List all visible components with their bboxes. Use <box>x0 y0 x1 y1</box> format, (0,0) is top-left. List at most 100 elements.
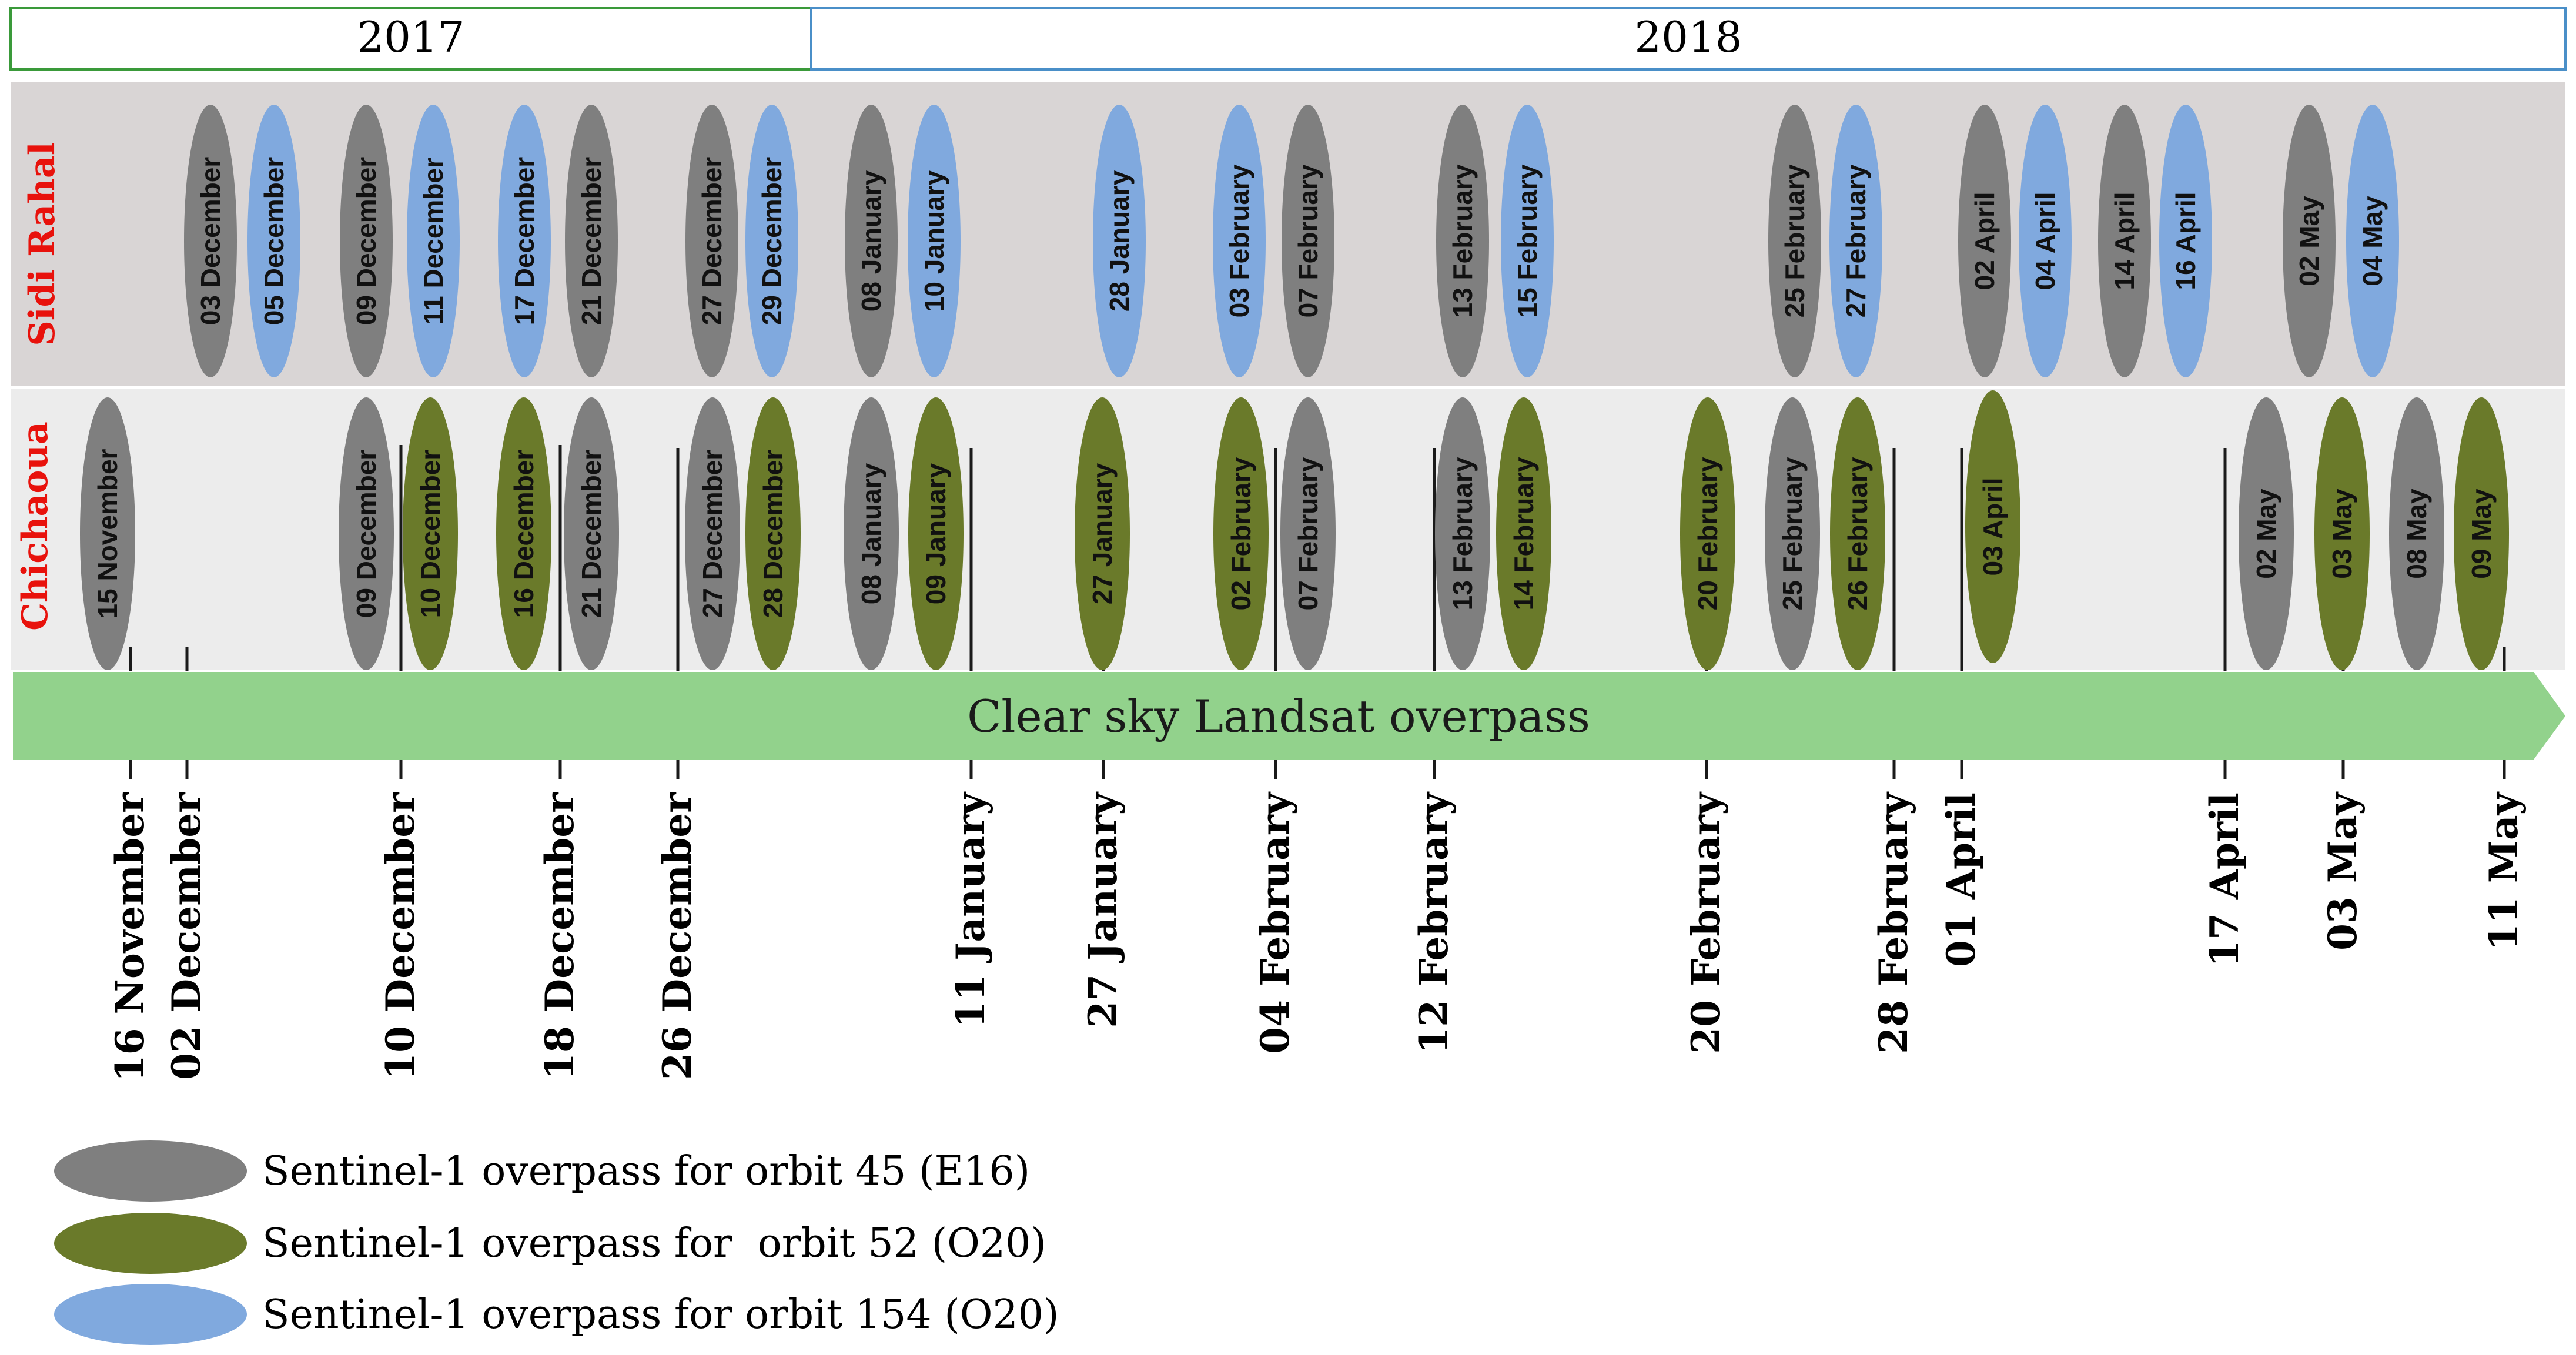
year-box-2017 <box>9 7 812 71</box>
overpass-label-chichaoua-27-january: 27 January <box>1087 463 1118 604</box>
overpass-label-chichaoua-07-february: 07 February <box>1293 457 1323 610</box>
overpass-chichaoua-03-may <box>2314 397 2370 670</box>
landsat-date-labels: 16 November 02 December 10 December 18 Dece… <box>107 791 2527 1082</box>
overpass-chichaoua-08-may <box>2389 397 2444 670</box>
overpass-chichaoua-15-november <box>80 397 135 670</box>
landsat-date-17-april: 17 April <box>2202 792 2247 967</box>
overpass-sidi-rahal-21-december <box>565 105 618 377</box>
overpass-label-chichaoua-16-december: 16 December <box>508 450 539 618</box>
overpass-chichaoua-02-february <box>1213 397 1269 670</box>
legend-swatch-orbit-154 <box>54 1284 247 1345</box>
overpass-label-sidi-rahal-03-december: 03 December <box>195 157 226 325</box>
landsat-date-26-december: 26 December <box>654 792 700 1080</box>
overpass-sidi-rahal-09-december <box>340 105 393 377</box>
overpass-label-sidi-rahal-25-february: 25 February <box>1779 164 1810 317</box>
overpass-label-chichaoua-03-may: 03 May <box>2327 489 2357 579</box>
overpass-label-sidi-rahal-04-may: 04 May <box>2357 196 2388 286</box>
overpass-label-chichaoua-02-may: 02 May <box>2251 489 2281 579</box>
overpass-label-sidi-rahal-21-december: 21 December <box>576 157 607 325</box>
chichaoua-overpasses: 15 November 09 December 10 December 16 Dece… <box>80 390 2509 670</box>
overpass-sidi-rahal-10-january <box>908 105 961 377</box>
overpass-chichaoua-21-december <box>564 397 619 670</box>
overpass-label-sidi-rahal-28-january: 28 January <box>1104 170 1135 312</box>
overpass-label-sidi-rahal-15-february: 15 February <box>1512 164 1543 317</box>
landsat-date-16-november: 16 November <box>107 792 153 1082</box>
overpass-label-chichaoua-08-may: 08 May <box>2401 489 2432 579</box>
overpass-label-chichaoua-02-february: 02 February <box>1226 457 1256 610</box>
landsat-date-28-february: 28 February <box>1871 791 1916 1054</box>
year-label-2017: 2017 <box>357 12 464 62</box>
overpass-chichaoua-27-december <box>685 397 740 670</box>
overpass-label-chichaoua-09-december: 09 December <box>351 450 382 618</box>
overpass-chichaoua-28-december <box>745 397 801 670</box>
overpass-label-sidi-rahal-09-december: 09 December <box>351 157 382 325</box>
overpass-sidi-rahal-15-february <box>1501 105 1554 377</box>
overpass-sidi-rahal-02-april <box>1958 105 2011 377</box>
overpass-sidi-rahal-25-february <box>1768 105 1821 377</box>
overpass-sidi-rahal-04-may <box>2346 105 2399 377</box>
year-header: 2017 2018 <box>9 7 2567 71</box>
overpass-label-chichaoua-08-january: 08 January <box>856 463 886 604</box>
overpass-label-sidi-rahal-10-january: 10 January <box>919 170 949 312</box>
overpass-label-sidi-rahal-27-december: 27 December <box>697 157 727 325</box>
sidi-rahal-overpasses: 03 December 05 December 09 December 11 Dece… <box>184 105 2399 377</box>
landsat-arrow-label: Clear sky Landsat overpass <box>967 690 1590 742</box>
overpass-label-sidi-rahal-17-december: 17 December <box>509 157 540 325</box>
overpass-label-chichaoua-25-february: 25 February <box>1777 457 1808 610</box>
overpass-sidi-rahal-11-december <box>407 105 460 377</box>
overpass-chichaoua-10-december <box>403 397 458 670</box>
overpass-label-sidi-rahal-03-february: 03 February <box>1224 164 1254 317</box>
overpass-chichaoua-03-april <box>1965 390 2020 663</box>
overpass-sidi-rahal-16-april <box>2159 105 2212 377</box>
overpass-chichaoua-09-january <box>908 397 964 670</box>
overpass-label-sidi-rahal-13-february: 13 February <box>1447 164 1478 317</box>
overpass-chichaoua-09-december <box>339 397 394 670</box>
landsat-date-20-february: 20 February <box>1683 791 1729 1054</box>
overpass-label-chichaoua-10-december: 10 December <box>415 450 446 618</box>
overpass-sidi-rahal-28-january <box>1093 105 1146 377</box>
overpass-chichaoua-20-february <box>1680 397 1735 670</box>
overpass-label-chichaoua-15-november: 15 November <box>92 449 123 618</box>
landsat-date-27-january: 27 January <box>1080 791 1126 1028</box>
overpass-label-chichaoua-03-april: 03 April <box>1978 477 2008 576</box>
overpass-sidi-rahal-14-april <box>2098 105 2151 377</box>
overpass-sidi-rahal-29-december <box>745 105 798 377</box>
overpass-chichaoua-02-may <box>2239 397 2294 670</box>
overpass-sidi-rahal-03-february <box>1213 105 1266 377</box>
overpass-chichaoua-13-february <box>1435 397 1490 670</box>
overpass-sidi-rahal-17-december <box>498 105 551 377</box>
site-label-chichaoua: Chichaoua <box>15 421 56 631</box>
overpass-label-sidi-rahal-27-february: 27 February <box>1841 164 1871 317</box>
overpass-label-chichaoua-26-february: 26 February <box>1842 457 1873 610</box>
overpass-label-sidi-rahal-04-april: 04 April <box>2030 192 2060 290</box>
overpass-label-chichaoua-21-december: 21 December <box>576 450 607 618</box>
landsat-date-01-april: 01 April <box>1938 792 1984 967</box>
overpass-sidi-rahal-13-february <box>1436 105 1489 377</box>
landsat-date-11-may: 11 May <box>2481 791 2527 951</box>
overpass-sidi-rahal-08-january <box>845 105 898 377</box>
year-label-2018: 2018 <box>1634 12 1742 62</box>
overpass-label-sidi-rahal-08-january: 08 January <box>856 170 886 312</box>
overpass-chichaoua-27-january <box>1075 397 1130 670</box>
overpass-label-sidi-rahal-29-december: 29 December <box>757 157 787 325</box>
overpass-chichaoua-08-january <box>844 397 899 670</box>
legend-swatch-orbit-52 <box>54 1213 247 1274</box>
overpass-chichaoua-26-february <box>1830 397 1885 670</box>
landsat-tick-lines <box>129 445 2506 779</box>
overpass-label-chichaoua-09-january: 09 January <box>921 463 951 604</box>
overpass-chichaoua-25-february <box>1765 397 1820 670</box>
landsat-date-11-january: 11 January <box>948 791 993 1028</box>
landsat-date-12-february: 12 February <box>1411 791 1457 1054</box>
overpass-label-chichaoua-14-february: 14 February <box>1508 457 1539 610</box>
year-box-2018 <box>810 7 2567 71</box>
overpass-chichaoua-09-may <box>2454 397 2509 670</box>
overpass-sidi-rahal-03-december <box>184 105 237 377</box>
overpass-label-chichaoua-27-december: 27 December <box>697 450 728 618</box>
overpass-sidi-rahal-05-december <box>247 105 300 377</box>
legend-label-orbit-52: Sentinel-1 overpass for orbit 52 (O20) <box>262 1220 1046 1267</box>
landsat-date-18-december: 18 December <box>537 792 583 1080</box>
legend-label-orbit-45: Sentinel-1 overpass for orbit 45 (E16) <box>262 1148 1030 1195</box>
overpass-chichaoua-14-february <box>1496 397 1551 670</box>
